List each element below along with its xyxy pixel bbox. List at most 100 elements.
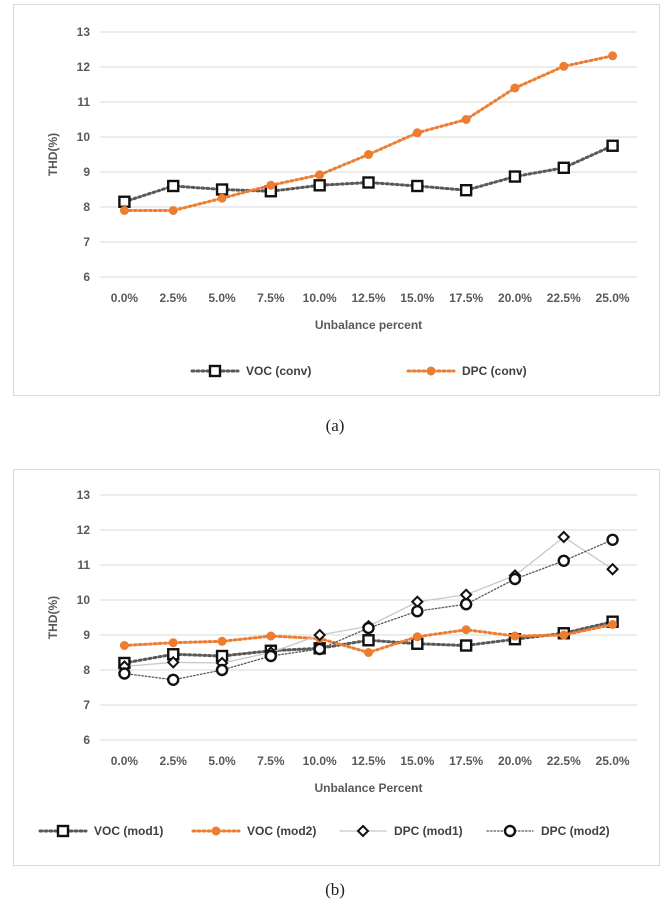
y-tick-label: 9 — [83, 628, 90, 642]
legend-item: VOC (mod2) — [191, 824, 316, 838]
legend-label: VOC (mod2) — [247, 824, 316, 838]
x-tick-label: 7.5% — [257, 291, 285, 305]
legend-item: DPC (mod2) — [486, 824, 610, 838]
y-tick-label: 13 — [77, 488, 91, 502]
data-point — [313, 179, 326, 192]
data-point — [168, 638, 178, 648]
data-point — [362, 634, 375, 647]
legend-label: VOC (conv) — [246, 364, 311, 378]
data-point — [557, 554, 570, 568]
y-tick-label: 9 — [83, 165, 90, 179]
legend-marker — [211, 826, 221, 836]
data-point — [608, 620, 618, 629]
data-point — [362, 176, 375, 189]
data-point — [315, 170, 325, 180]
gridlines — [100, 494, 637, 741]
y-tick-label: 7 — [83, 235, 90, 249]
y-tick-label: 10 — [77, 130, 91, 144]
x-tick-label: 10.0% — [303, 754, 337, 768]
legend-label: DPC (mod1) — [394, 824, 463, 838]
series-voc-mod2- — [119, 620, 618, 657]
chart-b-svg: 6 7 8 9 10 11 12 13 0.0% 2.5% 5.0% 7.5% 10.0% 12.5% 15… — [38, 488, 637, 838]
data-point — [313, 642, 326, 656]
x-tick-label: 22.5% — [547, 754, 581, 768]
data-point — [119, 641, 129, 650]
data-point — [217, 636, 227, 646]
legend-label: DPC (mod2) — [541, 824, 610, 838]
x-tick-label: 25.0% — [596, 754, 630, 768]
data-point — [510, 631, 520, 641]
data-point — [412, 128, 422, 138]
data-point — [508, 572, 522, 586]
x-tick-label: 7.5% — [257, 754, 285, 768]
data-point — [215, 663, 229, 677]
series-dpc-mod2- — [118, 533, 619, 687]
data-point — [215, 183, 229, 196]
x-tick-label: 0.0% — [111, 754, 139, 768]
caption-b: (b) — [325, 880, 345, 899]
legend-label: DPC (conv) — [462, 364, 527, 378]
y-tick-label: 10 — [77, 593, 91, 607]
data-point — [606, 533, 619, 547]
data-point — [362, 621, 375, 635]
legend-marker — [356, 824, 370, 838]
x-axis-title: Unbalance Percent — [314, 781, 422, 795]
x-tick-label: 0.0% — [111, 291, 139, 305]
data-point — [266, 631, 276, 641]
y-tick-label: 11 — [77, 558, 90, 572]
y-tick-label: 7 — [83, 698, 90, 712]
x-axis-title: Unbalance percent — [315, 318, 422, 332]
data-point — [559, 61, 569, 71]
x-tick-label: 22.5% — [547, 291, 581, 305]
legend-item: VOC (mod1) — [38, 824, 163, 838]
x-tick-label: 17.5% — [449, 291, 483, 305]
legend: VOC (conv) DPC (conv) — [190, 364, 527, 378]
data-point — [119, 206, 129, 215]
legend-marker — [208, 364, 222, 378]
data-point — [608, 51, 618, 61]
data-point — [411, 604, 424, 618]
legend-marker — [503, 824, 517, 838]
data-point — [606, 139, 619, 152]
legend-item: DPC (conv) — [406, 364, 527, 378]
data-point — [559, 630, 569, 640]
chart-a-svg: 6 7 8 9 10 11 12 13 0.0% 2.5% 5.0% 7.5% 10.0% 12.5% 15… — [46, 25, 637, 378]
data-point — [118, 667, 131, 680]
data-point — [411, 179, 424, 193]
x-tick-label: 15.0% — [400, 291, 434, 305]
data-point — [167, 179, 180, 193]
x-tick-label: 5.0% — [208, 754, 236, 768]
data-point — [364, 150, 373, 159]
data-point — [168, 206, 178, 215]
x-tick-label: 12.5% — [351, 754, 385, 768]
x-tick-label: 2.5% — [160, 291, 188, 305]
data-point — [264, 649, 278, 663]
data-point — [606, 562, 620, 576]
chart-a-panel: 6 7 8 9 10 11 12 13 0.0% 2.5% 5.0% 7.5% 10.0% 12.5% 15… — [13, 4, 660, 396]
x-tick-label: 15.0% — [400, 754, 434, 768]
data-point — [313, 628, 327, 642]
y-tick-label: 6 — [83, 270, 90, 284]
series-line — [123, 539, 614, 681]
x-tick-label: 5.0% — [208, 291, 236, 305]
legend-marker — [56, 824, 70, 838]
y-tick-label: 11 — [77, 95, 90, 109]
series-dpc-conv- — [119, 51, 618, 215]
data-point — [217, 193, 227, 203]
data-point — [459, 597, 473, 611]
x-tick-label: 17.5% — [449, 754, 483, 768]
y-tick-label: 13 — [77, 25, 91, 39]
data-point — [412, 632, 422, 642]
data-point — [557, 530, 571, 544]
y-axis-title: THD(%) — [46, 133, 60, 176]
y-tick-label: 8 — [83, 663, 90, 677]
x-tick-label: 12.5% — [351, 291, 385, 305]
y-axis-title: THD(%) — [46, 596, 60, 639]
data-point — [167, 673, 180, 687]
x-tick-label: 25.0% — [596, 291, 630, 305]
legend-marker — [426, 366, 436, 376]
x-tick-label: 10.0% — [303, 291, 337, 305]
data-point — [118, 195, 131, 208]
caption-a: (a) — [325, 416, 345, 435]
data-point — [557, 161, 570, 175]
